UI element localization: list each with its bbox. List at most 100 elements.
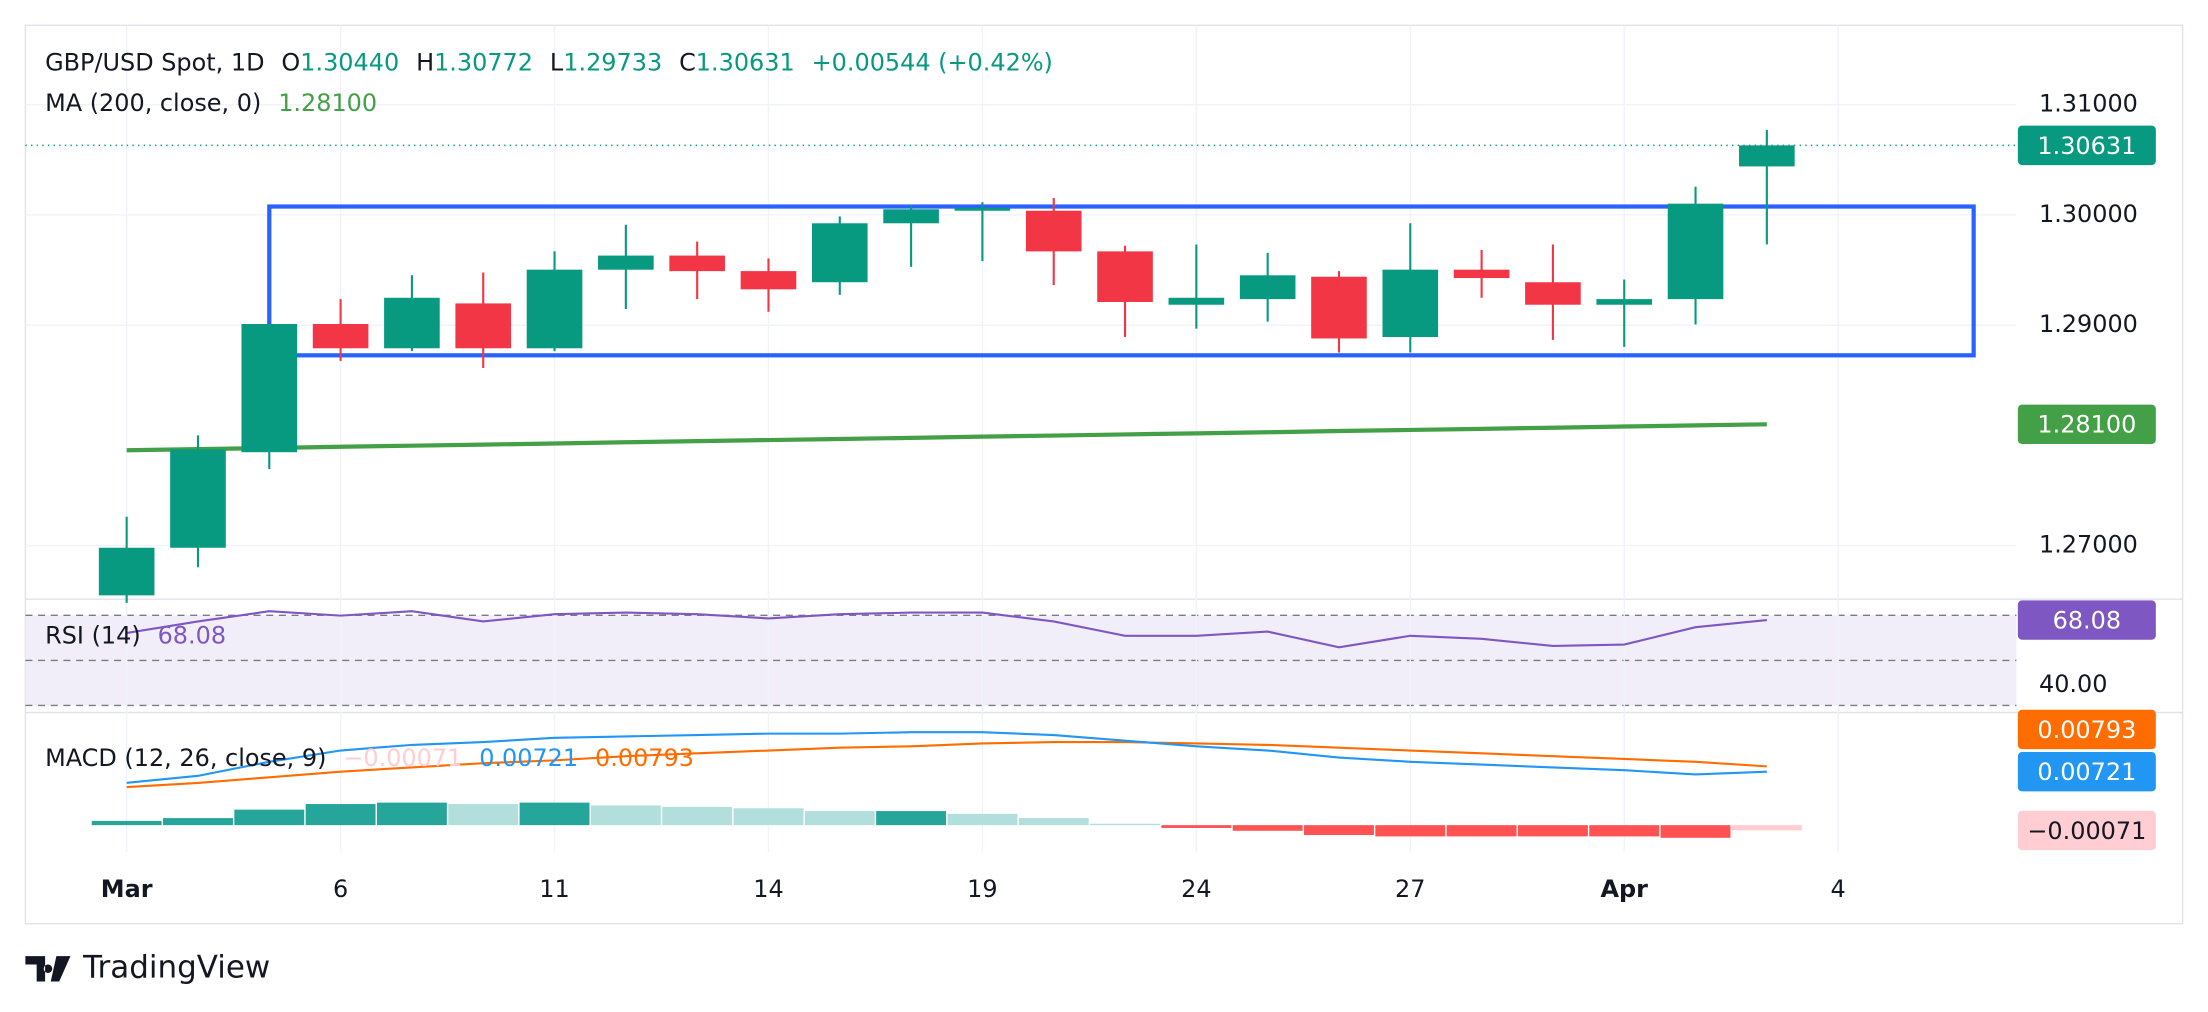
legend-item: H bbox=[416, 48, 434, 76]
candle-body bbox=[1525, 282, 1581, 305]
legend-item: MACD (12, 26, close, 9) bbox=[45, 744, 326, 772]
candle-body bbox=[241, 324, 298, 453]
histogram-bar bbox=[448, 804, 519, 826]
macd-badge-label: 0.00721 bbox=[2037, 758, 2136, 786]
price-badge-label: 1.30631 bbox=[2037, 132, 2136, 160]
candle-body bbox=[1382, 269, 1439, 338]
candle-body bbox=[384, 297, 440, 349]
histogram-bar bbox=[1589, 825, 1660, 837]
candle-body bbox=[1239, 275, 1296, 300]
candle-body bbox=[1025, 210, 1082, 252]
x-tick-label: 6 bbox=[333, 875, 348, 903]
macd-line bbox=[126, 731, 1767, 784]
x-tick-label: 19 bbox=[967, 875, 997, 903]
candle-body bbox=[526, 269, 583, 349]
histogram-bar bbox=[1090, 823, 1160, 826]
legend: MA (200, close, 0) 1.28100 bbox=[45, 89, 377, 117]
histogram-bar bbox=[1018, 818, 1089, 826]
histogram-bar bbox=[234, 809, 305, 826]
rsi-badge bbox=[2017, 600, 2156, 640]
candle-body bbox=[1311, 276, 1367, 339]
y-tick-label: 1.27000 bbox=[2039, 531, 2138, 559]
legend-item: 1.29733 bbox=[563, 48, 662, 76]
histogram-bar bbox=[163, 818, 233, 826]
frame bbox=[24, 24, 2184, 925]
legend-item: MA (200, close, 0) bbox=[45, 89, 261, 117]
legend-item: 1.28100 bbox=[278, 89, 377, 117]
candle-body bbox=[170, 449, 226, 548]
candle-body bbox=[455, 303, 512, 349]
legend-item: 1.30440 bbox=[300, 48, 399, 76]
signal-badge-label: 0.00793 bbox=[2037, 716, 2136, 744]
histogram-bar bbox=[1731, 825, 1802, 831]
x-tick-label: 14 bbox=[753, 875, 783, 903]
legend-item: 0.00793 bbox=[595, 744, 694, 772]
candle-body bbox=[1739, 145, 1795, 167]
legend: RSI (14) 68.08 bbox=[45, 621, 226, 649]
candle-body bbox=[1453, 269, 1510, 279]
candle-body bbox=[883, 209, 939, 224]
x-tick-label: 27 bbox=[1395, 875, 1425, 903]
signal-line bbox=[126, 741, 1767, 789]
candle-body bbox=[98, 547, 155, 596]
y-tick-label: 40.00 bbox=[2039, 670, 2107, 698]
histogram-bar bbox=[1446, 825, 1517, 837]
histogram-bar bbox=[947, 813, 1018, 826]
histogram-bar bbox=[733, 808, 804, 826]
legend-item: RSI (14) bbox=[45, 621, 141, 649]
y-tick-label: 1.30000 bbox=[2039, 200, 2138, 228]
ma-line bbox=[126, 422, 1767, 453]
legend-item: 1.30631 bbox=[696, 48, 795, 76]
candle-body bbox=[312, 324, 369, 349]
histogram-bar bbox=[1517, 825, 1588, 837]
legend-item: 68.08 bbox=[158, 621, 226, 649]
histogram-bar bbox=[519, 802, 590, 826]
histogram-bar bbox=[876, 811, 947, 826]
x-tick-label: Mar bbox=[101, 875, 153, 903]
candle-body bbox=[669, 255, 725, 272]
y-tick-label: 1.31000 bbox=[2039, 90, 2138, 118]
brand-logo bbox=[25, 956, 71, 982]
legend: MACD (12, 26, close, 9) −0.00071 0.00721 0.… bbox=[45, 744, 694, 772]
x-tick-label: 11 bbox=[539, 875, 569, 903]
x-tick-label: 24 bbox=[1181, 875, 1211, 903]
rsi-line bbox=[126, 610, 1767, 649]
ma-badge-label: 1.28100 bbox=[2037, 411, 2136, 439]
histogram-badge-label: −0.00071 bbox=[2027, 817, 2146, 845]
legend-item: C bbox=[679, 48, 696, 76]
legend: GBP/USD Spot, 1D O1.30440 H1.30772 L1.29733… bbox=[45, 48, 1053, 76]
legend-item: GBP/USD Spot, 1D bbox=[45, 48, 264, 76]
brand: TradingView bbox=[82, 949, 270, 985]
rsi-badge-label: 68.08 bbox=[2053, 606, 2121, 634]
candle-body bbox=[1596, 299, 1653, 305]
signal-badge bbox=[2017, 709, 2156, 750]
histogram-bar bbox=[305, 804, 376, 826]
macd-badge bbox=[2017, 751, 2156, 792]
histogram-bar bbox=[1232, 825, 1303, 831]
histogram-bar bbox=[91, 820, 162, 826]
candle-body bbox=[1168, 297, 1225, 305]
histogram-bar bbox=[1161, 825, 1232, 828]
legend-item: 1.30772 bbox=[434, 48, 533, 76]
candle-body bbox=[1667, 203, 1724, 300]
range-box bbox=[267, 204, 1976, 358]
histogram-bar bbox=[662, 806, 733, 826]
legend-item: −0.00071 bbox=[343, 744, 462, 772]
candle-body bbox=[954, 207, 1011, 211]
x-tick-label: 4 bbox=[1831, 875, 1846, 903]
legend-item: +0.00544 (+0.42%) bbox=[812, 48, 1053, 76]
histogram-bar bbox=[590, 805, 661, 826]
histogram-bar bbox=[1375, 825, 1446, 837]
histogram-bar bbox=[376, 802, 447, 826]
price-badge bbox=[2017, 125, 2156, 166]
candle-body bbox=[598, 255, 654, 270]
candle-body bbox=[740, 271, 797, 290]
histogram-bar bbox=[804, 811, 875, 826]
y-tick-label: 1.29000 bbox=[2039, 310, 2138, 338]
candle-body bbox=[811, 223, 868, 283]
legend-item: O bbox=[281, 48, 300, 76]
histogram-badge bbox=[2017, 810, 2156, 851]
histogram-bar bbox=[1660, 825, 1731, 838]
histogram-bar bbox=[1304, 825, 1374, 836]
